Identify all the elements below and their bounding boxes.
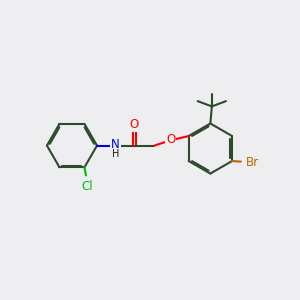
Text: N: N: [111, 138, 120, 151]
Text: Br: Br: [246, 156, 259, 169]
Text: O: O: [130, 118, 139, 131]
Text: Cl: Cl: [81, 180, 93, 193]
Text: O: O: [166, 133, 175, 146]
Text: H: H: [112, 149, 119, 159]
